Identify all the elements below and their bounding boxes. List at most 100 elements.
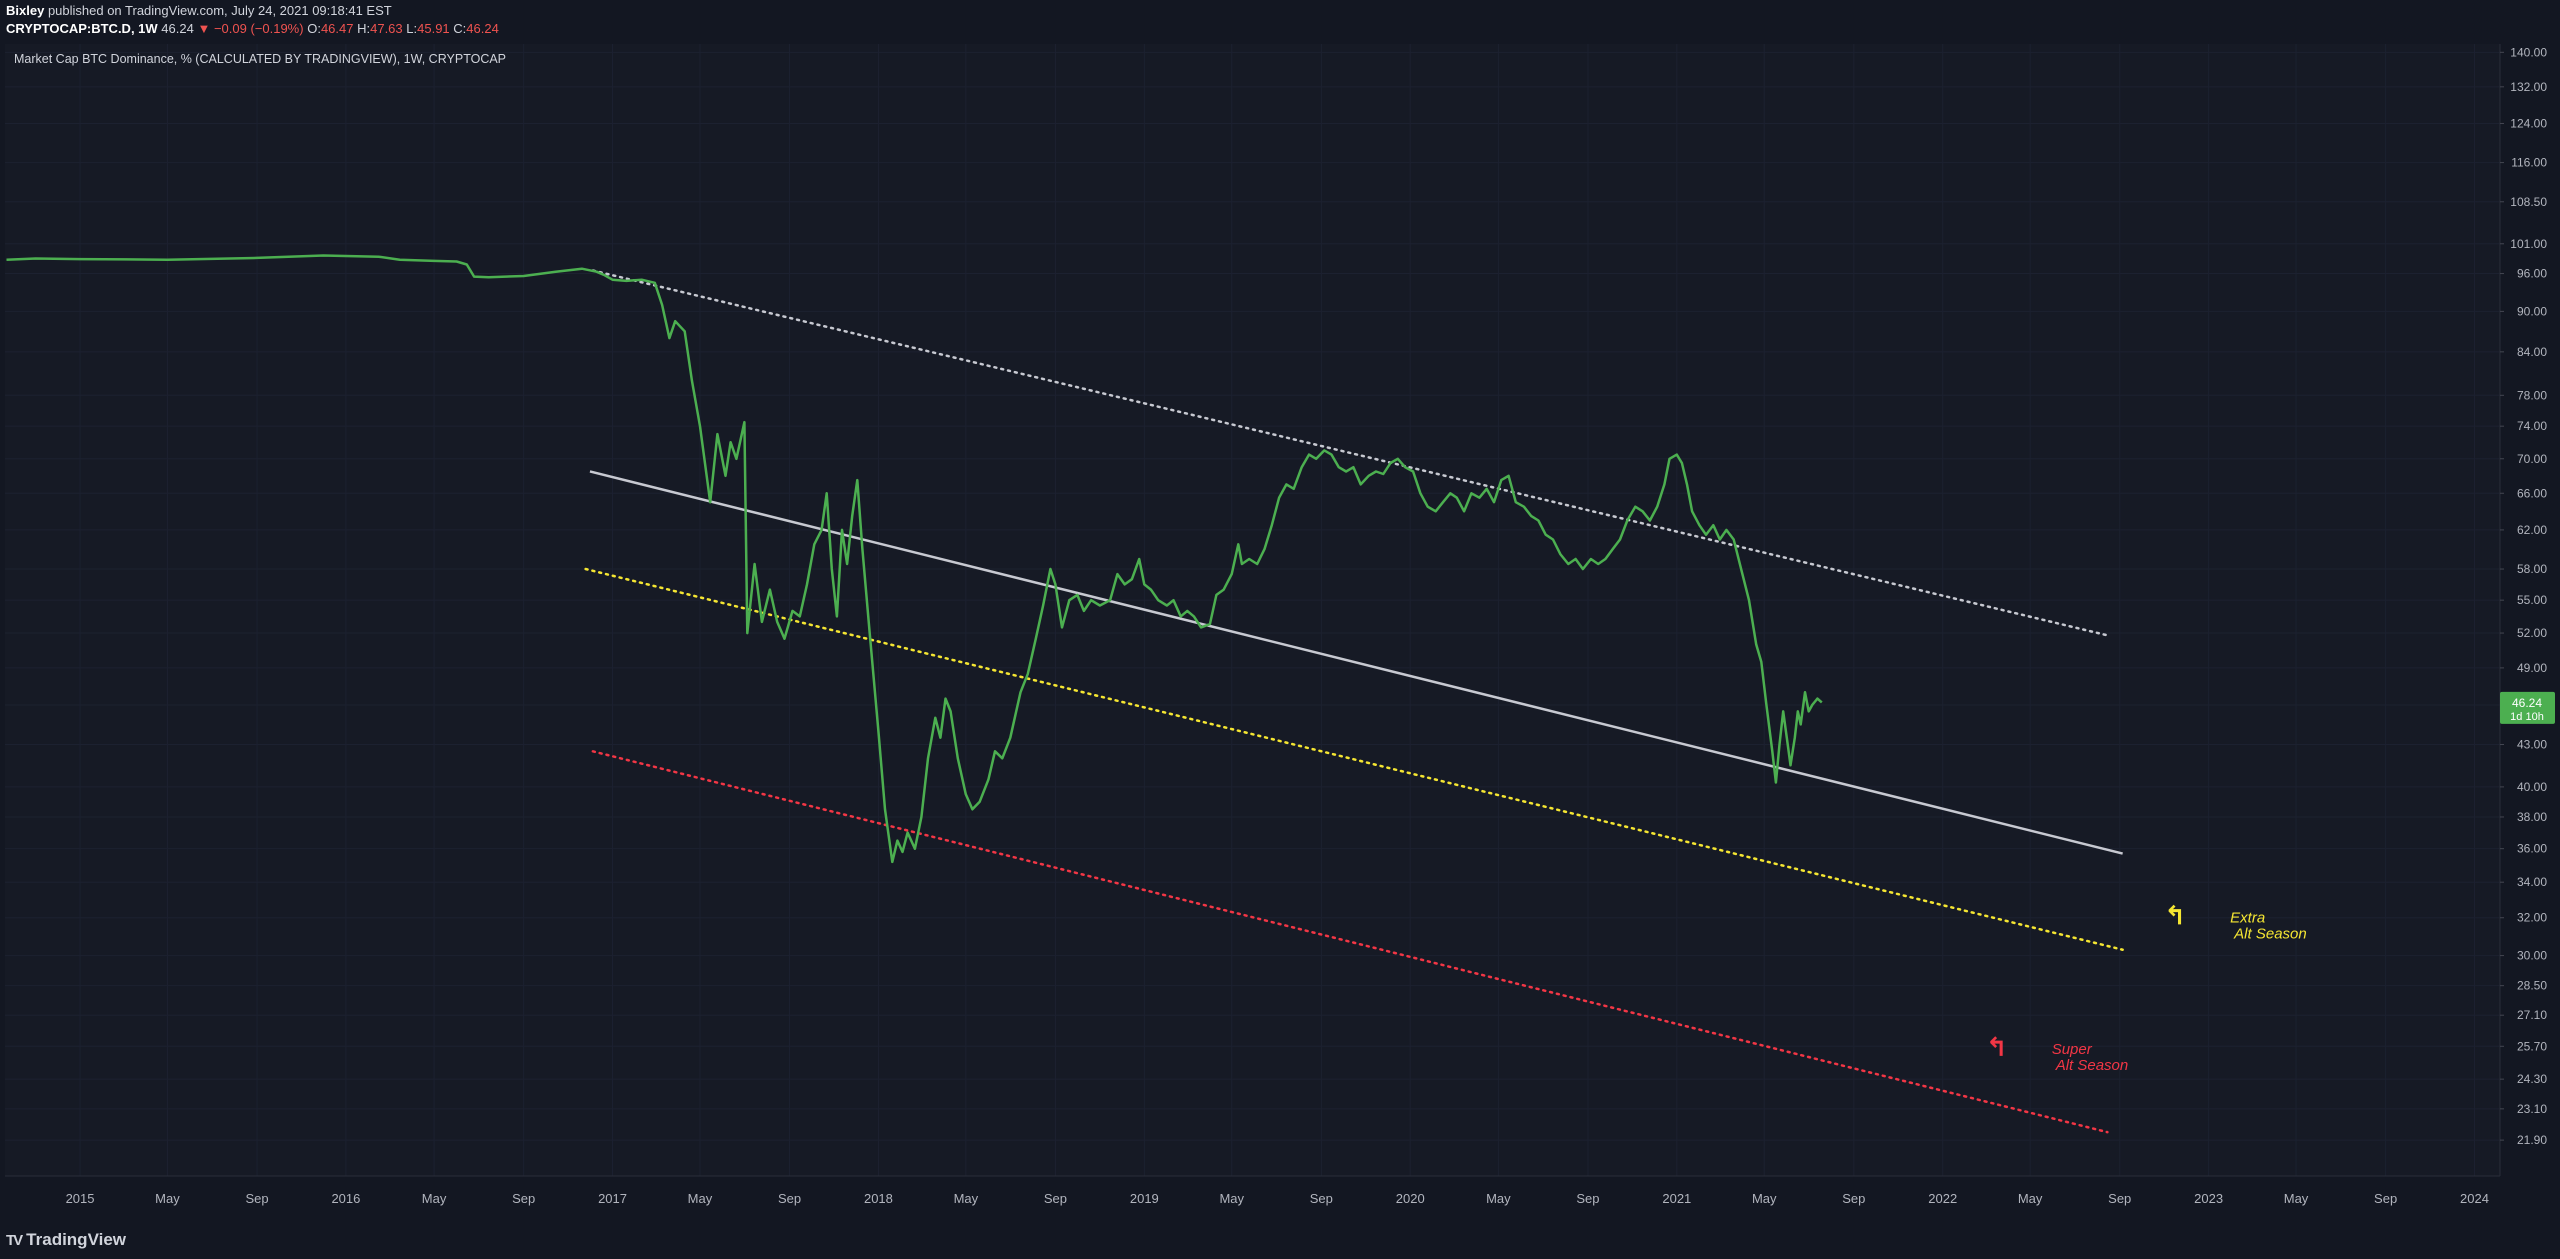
y-tick-label: 34.00 [2517, 875, 2547, 889]
price-axis-background [2500, 44, 2560, 1220]
price-axis[interactable]: 140.00 132.00 124.00 116.00 108.50 101.00 96.0… [2500, 45, 2547, 1147]
y-tick-label: 84.00 [2517, 345, 2547, 359]
x-tick-label: Sep [2108, 1191, 2131, 1206]
x-tick-label: Sep [1576, 1191, 1599, 1206]
x-tick-label: 2015 [66, 1191, 95, 1206]
channel-lines [584, 269, 2124, 1134]
price-change: ▼ −0.09 (−0.19%) [197, 21, 304, 36]
y-tick-label: 101.00 [2510, 237, 2547, 251]
y-tick-label: 23.10 [2517, 1102, 2547, 1116]
y-tick-label: 25.70 [2517, 1039, 2547, 1053]
series-layer [6, 254, 1823, 864]
close-value: 46.24 [466, 21, 499, 36]
x-tick-label: Sep [512, 1191, 535, 1206]
y-tick-label: 62.00 [2517, 523, 2547, 537]
time-axis[interactable]: 2015 May Sep 2016 May Sep 2017 May Sep 2018 May Sep… [66, 1191, 2489, 1206]
y-tick-label: 30.00 [2517, 949, 2547, 963]
channel-solid-white [589, 470, 2123, 855]
x-tick-label: May [2018, 1191, 2043, 1206]
super-label-line1: Super [2052, 1041, 2093, 1058]
y-tick-label: 52.00 [2517, 626, 2547, 640]
super-label-line2: Alt Season [2055, 1057, 2129, 1074]
y-tick-label: 116.00 [2511, 156, 2547, 170]
y-tick-label: 96.00 [2517, 267, 2547, 281]
tradingview-brand[interactable]: TV TradingView [6, 1230, 126, 1250]
y-tick-label: 74.00 [2517, 419, 2547, 433]
extra-arrow-icon: ↰ [2164, 902, 2186, 932]
open-value: 46.47 [320, 21, 354, 36]
last-price: 46.24 [161, 21, 194, 36]
y-tick-label: 27.10 [2517, 1008, 2547, 1022]
close-label: C: [453, 21, 467, 36]
brand-label: TradingView [26, 1230, 126, 1249]
x-tick-label: Sep [1842, 1191, 1865, 1206]
y-tick-label: 55.00 [2517, 593, 2547, 607]
symbol-label[interactable]: CRYPTOCAP:BTC.D, 1W [6, 21, 158, 36]
x-tick-label: 2019 [1130, 1191, 1159, 1206]
last-value-badge-bg [2500, 691, 2555, 724]
x-tick-label: 2020 [1396, 1191, 1425, 1206]
x-tick-label: 2024 [2460, 1191, 2489, 1206]
x-tick-label: May [155, 1191, 180, 1206]
y-tick-label: 43.00 [2517, 737, 2547, 751]
footer: TV TradingView [0, 1220, 2560, 1259]
ohlc-line: CRYPTOCAP:BTC.D, 1W 46.24 ▼ −0.09 (−0.19… [6, 21, 499, 36]
high-label: H: [357, 21, 371, 36]
x-tick-label: Sep [2374, 1191, 2397, 1206]
y-tick-label: 32.00 [2517, 911, 2547, 925]
tradingview-logo-icon: TV [6, 1231, 23, 1249]
x-tick-label: May [2284, 1191, 2309, 1206]
x-tick-label: May [1219, 1191, 1244, 1206]
y-tick-label: 70.00 [2517, 452, 2547, 466]
x-tick-label: May [422, 1191, 447, 1206]
x-tick-label: 2017 [598, 1191, 627, 1206]
x-tick-label: Sep [778, 1191, 801, 1206]
extra-label-line1: Extra [2230, 910, 2265, 927]
x-tick-label: May [954, 1191, 979, 1206]
y-tick-label: 140.00 [2510, 45, 2547, 59]
chart-title: Market Cap BTC Dominance, % (CALCULATED … [14, 52, 506, 66]
y-tick-label: 49.00 [2517, 661, 2547, 675]
grid [5, 44, 2500, 1176]
channel-dotted-red [591, 750, 2109, 1134]
y-tick-label: 58.00 [2517, 562, 2547, 576]
x-tick-label: May [1752, 1191, 1777, 1206]
channel-dotted-white [591, 269, 2109, 637]
extra-label-line2: Alt Season [2233, 926, 2307, 943]
publish-line: Bixley published on TradingView.com, Jul… [6, 3, 392, 18]
x-tick-label: 2022 [1928, 1191, 1957, 1206]
channel-dotted-yellow [584, 567, 2124, 951]
y-tick-label: 132.00 [2510, 80, 2547, 94]
published-text: published on TradingView.com, July 24, 2… [47, 3, 392, 18]
y-tick-label: 38.00 [2517, 810, 2547, 824]
author-name[interactable]: Bixley [6, 3, 45, 18]
open-label: O: [307, 21, 321, 36]
y-tick-label: 78.00 [2517, 388, 2547, 402]
x-tick-label: May [1486, 1191, 1511, 1206]
y-tick-label: 40.00 [2517, 780, 2547, 794]
last-value-countdown: 1d 10h [2510, 711, 2544, 723]
plot-area[interactable] [5, 44, 2500, 1176]
header: Bixley published on TradingView.com, Jul… [0, 0, 2560, 44]
y-tick-label: 21.90 [2517, 1133, 2547, 1147]
x-tick-label: 2023 [2194, 1191, 2223, 1206]
y-tick-label: 36.00 [2517, 842, 2547, 856]
y-tick-label: 124.00 [2510, 116, 2547, 130]
y-tick-label: 90.00 [2517, 304, 2547, 318]
x-tick-label: 2018 [864, 1191, 893, 1206]
high-value: 47.63 [370, 21, 403, 36]
last-value-text: 46.24 [2512, 696, 2542, 710]
x-tick-label: 2021 [1662, 1191, 1691, 1206]
y-tick-label: 28.50 [2517, 979, 2547, 993]
x-tick-label: Sep [1310, 1191, 1333, 1206]
low-value: 45.91 [417, 21, 450, 36]
super-arrow-icon: ↰ [1986, 1033, 2008, 1063]
x-tick-label: May [688, 1191, 713, 1206]
x-tick-label: 2016 [331, 1191, 360, 1206]
y-tick-label: 66.00 [2517, 486, 2547, 500]
y-tick-label: 108.50 [2510, 195, 2547, 209]
y-tick-label: 24.30 [2517, 1072, 2547, 1086]
